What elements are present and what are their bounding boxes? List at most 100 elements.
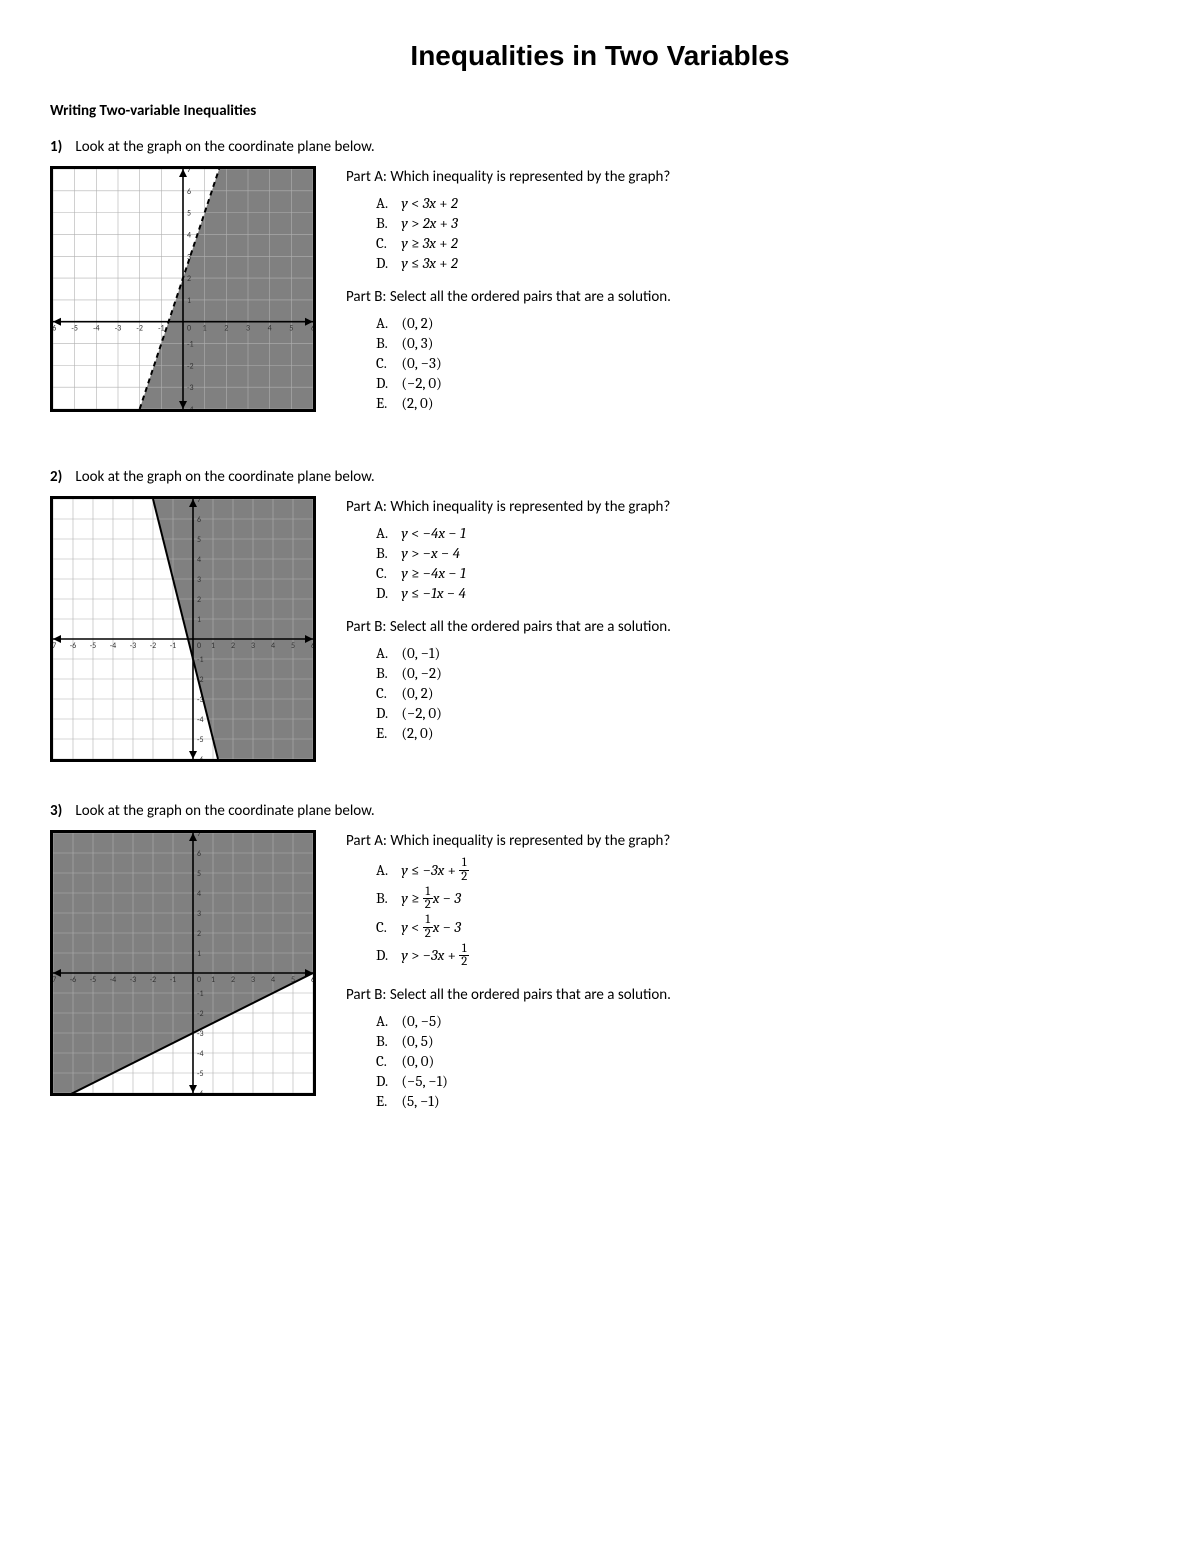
svg-text:2: 2 — [224, 324, 228, 334]
svg-text:5: 5 — [187, 209, 191, 219]
svg-text:6: 6 — [311, 324, 313, 334]
part-b-label: Part B: Select all the ordered pairs tha… — [346, 618, 1150, 636]
answer-choice[interactable]: D. (−2, 0) — [376, 704, 1150, 722]
svg-text:7: 7 — [197, 833, 201, 839]
answer-choice[interactable]: C. y ≥ −4x − 1 — [376, 564, 1150, 582]
question-3: 3) Look at the graph on the coordinate p… — [50, 802, 1150, 1126]
svg-text:6: 6 — [197, 849, 201, 859]
answer-choice[interactable]: D. (−5, −1) — [376, 1072, 1150, 1090]
question-1: 1) Look at the graph on the coordinate p… — [50, 138, 1150, 428]
answer-choice[interactable]: C. (0, 2) — [376, 684, 1150, 702]
svg-text:7: 7 — [187, 169, 191, 175]
svg-text:4: 4 — [268, 324, 272, 334]
part-b-choices: A. (0, −1) B. (0, −2) C. (0, 2) D. (−2, 0) E… — [346, 644, 1150, 742]
coordinate-plane-graph: -7-6-5-4-3-2-1123456-6-5-4-3-2-112345670 — [50, 496, 316, 762]
svg-text:-6: -6 — [70, 641, 77, 651]
answer-choice[interactable]: A. y < −4x − 1 — [376, 524, 1150, 542]
svg-text:6: 6 — [187, 187, 191, 197]
svg-text:-6: -6 — [70, 975, 77, 985]
svg-text:-2: -2 — [150, 975, 157, 985]
svg-text:1: 1 — [197, 615, 201, 625]
answer-choice[interactable]: C. (0, −3) — [376, 354, 1150, 372]
answer-choice[interactable]: B. y ≥ 12x − 3 — [376, 887, 1150, 914]
svg-text:-5: -5 — [197, 1069, 204, 1079]
answer-choice[interactable]: E. (2, 0) — [376, 394, 1150, 412]
svg-text:2: 2 — [231, 641, 235, 651]
svg-text:-4: -4 — [110, 975, 117, 985]
svg-text:-1: -1 — [170, 641, 177, 651]
svg-text:-6: -6 — [53, 324, 56, 334]
part-a-label: Part A: Which inequality is represented … — [346, 832, 1150, 850]
svg-text:3: 3 — [251, 975, 255, 985]
svg-text:-5: -5 — [197, 735, 204, 745]
page-title: Inequalities in Two Variables — [50, 40, 1150, 72]
answer-choice[interactable]: D. y ≤ 3x + 2 — [376, 254, 1150, 272]
svg-text:-4: -4 — [197, 715, 204, 725]
svg-text:-6: -6 — [197, 1089, 204, 1093]
part-b-choices: A. (0, 2) B. (0, 3) C. (0, −3) D. (−2, 0) E.… — [346, 314, 1150, 412]
svg-text:-2: -2 — [197, 1009, 204, 1019]
question-2: 2) Look at the graph on the coordinate p… — [50, 468, 1150, 762]
answer-choice[interactable]: A. y ≤ −3x + 12 — [376, 858, 1150, 885]
svg-text:7: 7 — [197, 499, 201, 505]
answer-choice[interactable]: A. y < 3x + 2 — [376, 194, 1150, 212]
svg-text:-1: -1 — [187, 340, 194, 350]
answer-choice[interactable]: B. (0, 3) — [376, 334, 1150, 352]
part-b-choices: A. (0, −5) B. (0, 5) C. (0, 0) D. (−5, −1) E… — [346, 1012, 1150, 1110]
svg-text:2: 2 — [197, 929, 201, 939]
answer-choice[interactable]: A. (0, −1) — [376, 644, 1150, 662]
answer-choice[interactable]: B. y > −x − 4 — [376, 544, 1150, 562]
question-prompt: 2) Look at the graph on the coordinate p… — [50, 468, 1150, 486]
svg-text:1: 1 — [211, 975, 215, 985]
svg-text:-1: -1 — [197, 655, 204, 665]
part-a-choices: A. y < 3x + 2 B. y > 2x + 3 C. y ≥ 3x + 2 D… — [346, 194, 1150, 272]
answer-choice[interactable]: A. (0, 2) — [376, 314, 1150, 332]
svg-text:-3: -3 — [115, 324, 122, 334]
answer-choice[interactable]: D. (−2, 0) — [376, 374, 1150, 392]
svg-text:4: 4 — [271, 975, 275, 985]
svg-text:3: 3 — [251, 641, 255, 651]
svg-text:-7: -7 — [53, 975, 56, 985]
svg-text:3: 3 — [197, 575, 201, 585]
svg-text:2: 2 — [231, 975, 235, 985]
answer-choice[interactable]: D. y ≤ −1x − 4 — [376, 584, 1150, 602]
svg-text:5: 5 — [291, 641, 295, 651]
svg-text:-4: -4 — [197, 1049, 204, 1059]
answer-choice[interactable]: E. (5, −1) — [376, 1092, 1150, 1110]
svg-text:1: 1 — [203, 324, 207, 334]
answer-choice[interactable]: B. y > 2x + 3 — [376, 214, 1150, 232]
svg-text:5: 5 — [289, 324, 293, 334]
answer-choice[interactable]: C. y < 12x − 3 — [376, 915, 1150, 942]
svg-text:1: 1 — [187, 296, 191, 306]
svg-text:-2: -2 — [136, 324, 143, 334]
svg-text:2: 2 — [187, 274, 191, 284]
answer-choice[interactable]: C. (0, 0) — [376, 1052, 1150, 1070]
svg-text:-5: -5 — [90, 641, 97, 651]
answer-choice[interactable]: D. y > −3x + 12 — [376, 944, 1150, 971]
answer-choice[interactable]: E. (2, 0) — [376, 724, 1150, 742]
answer-choice[interactable]: C. y ≥ 3x + 2 — [376, 234, 1150, 252]
part-a-label: Part A: Which inequality is represented … — [346, 168, 1150, 186]
svg-text:-2: -2 — [187, 361, 194, 371]
question-prompt: 3) Look at the graph on the coordinate p… — [50, 802, 1150, 820]
svg-text:3: 3 — [197, 909, 201, 919]
question-prompt: 1) Look at the graph on the coordinate p… — [50, 138, 1150, 156]
svg-text:-3: -3 — [187, 383, 194, 393]
svg-text:-2: -2 — [150, 641, 157, 651]
svg-text:-4: -4 — [110, 641, 117, 651]
svg-text:-7: -7 — [53, 641, 56, 651]
svg-text:-4: -4 — [187, 405, 194, 409]
answer-choice[interactable]: A. (0, −5) — [376, 1012, 1150, 1030]
svg-text:4: 4 — [197, 555, 201, 565]
svg-text:6: 6 — [197, 515, 201, 525]
svg-text:2: 2 — [197, 595, 201, 605]
svg-text:0: 0 — [187, 324, 191, 334]
answer-choice[interactable]: B. (0, 5) — [376, 1032, 1150, 1050]
answer-choice[interactable]: B. (0, −2) — [376, 664, 1150, 682]
svg-text:-1: -1 — [197, 989, 204, 999]
svg-text:-5: -5 — [90, 975, 97, 985]
svg-text:-6: -6 — [197, 755, 204, 759]
svg-text:4: 4 — [271, 641, 275, 651]
part-b-label: Part B: Select all the ordered pairs tha… — [346, 288, 1150, 306]
svg-text:3: 3 — [246, 324, 250, 334]
